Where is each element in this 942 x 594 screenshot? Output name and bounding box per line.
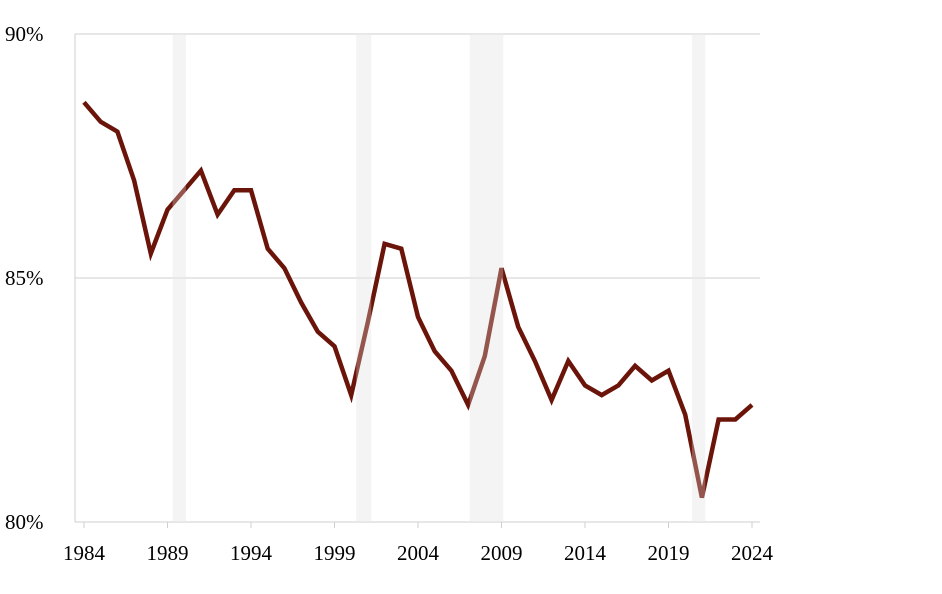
x-tick-label: 2024 bbox=[731, 541, 774, 565]
recession-band-overlay bbox=[172, 34, 186, 522]
x-tick-label: 1999 bbox=[314, 541, 356, 565]
y-tick-label: 85% bbox=[5, 266, 44, 290]
y-tick-label: 90% bbox=[5, 22, 44, 46]
recession-band-overlay bbox=[691, 34, 706, 522]
x-tick-label: 1984 bbox=[63, 541, 106, 565]
y-tick-label: 80% bbox=[5, 510, 44, 534]
x-tick-label: 2014 bbox=[564, 541, 607, 565]
x-tick-label: 1994 bbox=[230, 541, 273, 565]
recession-band-overlay bbox=[356, 34, 372, 522]
x-tick-label: 1989 bbox=[147, 541, 189, 565]
x-tick-label: 2004 bbox=[397, 541, 440, 565]
x-tick-label: 2019 bbox=[648, 541, 690, 565]
x-tick-label: 2009 bbox=[481, 541, 523, 565]
recession-band-overlay bbox=[469, 34, 504, 522]
